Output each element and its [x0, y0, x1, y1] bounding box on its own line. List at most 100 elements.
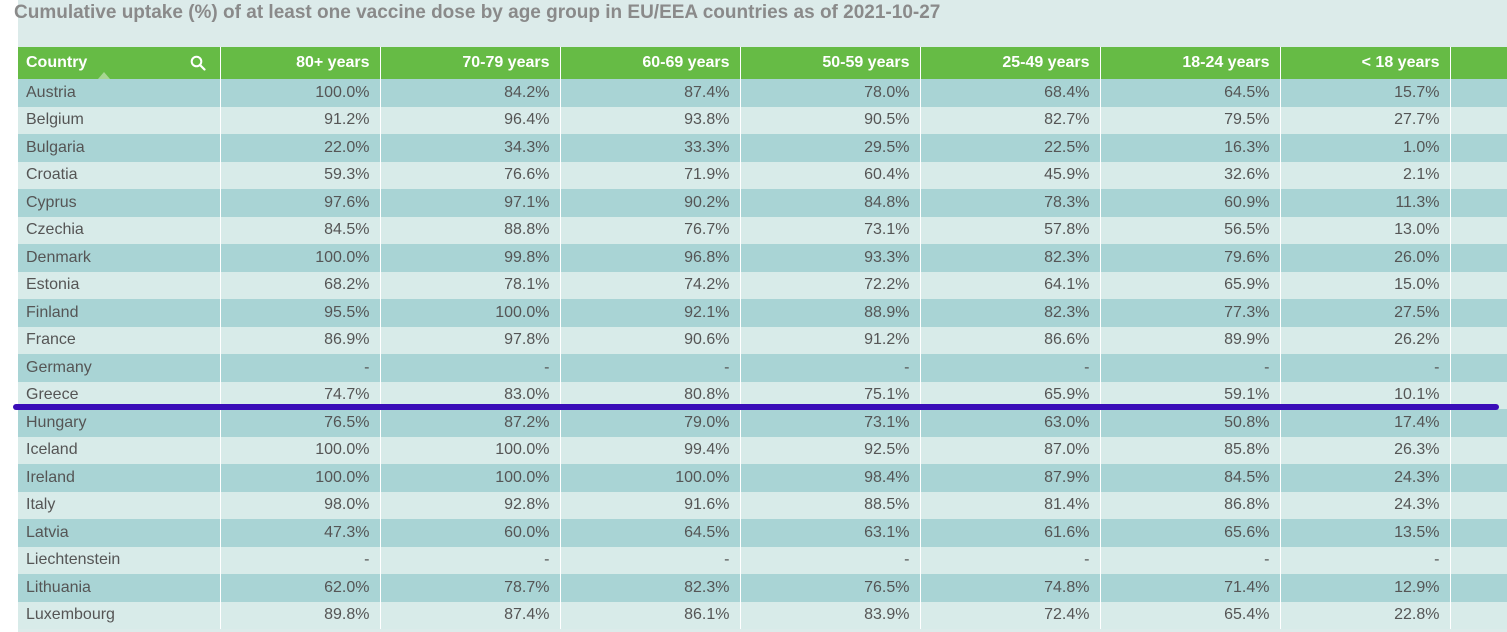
value-cell: 72.2% [740, 271, 921, 299]
value-cell: 64.1% [920, 271, 1101, 299]
row-spacer [1450, 519, 1507, 547]
column-header-18-24[interactable]: 18-24 years [1100, 47, 1281, 79]
value-cell: 82.3% [920, 244, 1101, 272]
table-row[interactable]: Hungary 76.5% 87.2% 79.0% 73.1% 63.0% 50.8% 17.… [18, 409, 1507, 437]
row-spacer [1450, 299, 1507, 327]
column-header-25-49[interactable]: 25-49 years [920, 47, 1101, 79]
value-cell: 56.5% [1100, 216, 1281, 244]
value-cell: 11.3% [1280, 189, 1451, 217]
value-cell: 100.0% [220, 79, 381, 107]
table-row[interactable]: Lithuania 62.0% 78.7% 82.3% 76.5% 74.8% 71.4% 1… [18, 574, 1507, 602]
value-cell: 83.9% [740, 601, 921, 629]
table-row[interactable]: Bulgaria 22.0% 34.3% 33.3% 29.5% 22.5% 16.3% 1.… [18, 134, 1507, 162]
value-cell: 79.5% [1100, 106, 1281, 134]
value-cell: - [560, 546, 741, 574]
search-icon[interactable] [190, 55, 206, 71]
column-header-60-69[interactable]: 60-69 years [560, 47, 741, 79]
header-spacer [1450, 47, 1507, 79]
table-row[interactable]: Liechtenstein - - - - - - - [18, 546, 1507, 574]
table-row[interactable]: France 86.9% 97.8% 90.6% 91.2% 86.6% 89.9% 26.2… [18, 326, 1507, 354]
value-cell: 96.8% [560, 244, 741, 272]
country-cell: Liechtenstein [18, 546, 221, 574]
value-cell: 100.0% [220, 464, 381, 492]
column-header-country[interactable]: Country [18, 47, 221, 79]
country-cell: Czechia [18, 216, 221, 244]
value-cell: 85.8% [1100, 436, 1281, 464]
table-row[interactable]: Belgium 91.2% 96.4% 93.8% 90.5% 82.7% 79.5% 27.… [18, 106, 1507, 134]
table-row[interactable]: Cyprus 97.6% 97.1% 90.2% 84.8% 78.3% 60.9% 11.3… [18, 189, 1507, 217]
value-cell: 91.2% [220, 106, 381, 134]
table-row[interactable]: Ireland 100.0% 100.0% 100.0% 98.4% 87.9% 84.5%… [18, 464, 1507, 492]
value-cell: 87.0% [920, 436, 1101, 464]
column-header-70-79[interactable]: 70-79 years [380, 47, 561, 79]
table-row[interactable]: Latvia 47.3% 60.0% 64.5% 63.1% 61.6% 65.6% 13.5… [18, 519, 1507, 547]
value-cell: 98.4% [740, 464, 921, 492]
value-cell: 62.0% [220, 574, 381, 602]
table-row[interactable]: Italy 98.0% 92.8% 91.6% 88.5% 81.4% 86.8% 24.3% [18, 491, 1507, 519]
value-cell: 13.0% [1280, 216, 1451, 244]
value-cell: 65.9% [1100, 271, 1281, 299]
value-cell: 64.5% [560, 519, 741, 547]
row-spacer [1450, 464, 1507, 492]
value-cell: 77.3% [1100, 299, 1281, 327]
value-cell: - [1280, 546, 1451, 574]
value-cell: 82.7% [920, 106, 1101, 134]
country-cell: Ireland [18, 464, 221, 492]
table-row[interactable]: Germany - - - - - - - [18, 354, 1507, 382]
value-cell: 65.4% [1100, 601, 1281, 629]
value-cell: 97.6% [220, 189, 381, 217]
value-cell: 71.4% [1100, 574, 1281, 602]
country-cell: Hungary [18, 409, 221, 437]
value-cell: 34.3% [380, 134, 561, 162]
table-row[interactable]: Czechia 84.5% 88.8% 76.7% 73.1% 57.8% 56.5% 13.… [18, 216, 1507, 244]
value-cell: 89.9% [1100, 326, 1281, 354]
table-row[interactable]: Estonia 68.2% 78.1% 74.2% 72.2% 64.1% 65.9% 15.… [18, 271, 1507, 299]
value-cell: 17.4% [1280, 409, 1451, 437]
value-cell: 98.0% [220, 491, 381, 519]
header-row: Country 80+ years 70-79 years 60-69 year… [18, 47, 1507, 79]
value-cell: 73.1% [740, 409, 921, 437]
value-cell: 24.3% [1280, 464, 1451, 492]
table-row[interactable]: Austria 100.0% 84.2% 87.4% 78.0% 68.4% 64.5% 15… [18, 79, 1507, 107]
value-cell: 63.0% [920, 409, 1101, 437]
value-cell: 92.1% [560, 299, 741, 327]
value-cell: 76.5% [220, 409, 381, 437]
table-row[interactable]: Denmark 100.0% 99.8% 96.8% 93.3% 82.3% 79.6% 26… [18, 244, 1507, 272]
row-spacer [1450, 271, 1507, 299]
value-cell: 86.9% [220, 326, 381, 354]
value-cell: 78.3% [920, 189, 1101, 217]
sort-ascending-icon[interactable] [98, 72, 110, 79]
value-cell: 78.1% [380, 271, 561, 299]
country-cell: Finland [18, 299, 221, 327]
country-cell: Cyprus [18, 189, 221, 217]
value-cell: 68.4% [920, 79, 1101, 107]
row-spacer [1450, 354, 1507, 382]
column-header-50-59[interactable]: 50-59 years [740, 47, 921, 79]
row-spacer [1450, 546, 1507, 574]
table-row[interactable]: Luxembourg 89.8% 87.4% 86.1% 83.9% 72.4% 65.4%… [18, 601, 1507, 629]
column-header-under-18[interactable]: < 18 years [1280, 47, 1451, 79]
value-cell: 88.8% [380, 216, 561, 244]
table-row[interactable]: Iceland 100.0% 100.0% 99.4% 92.5% 87.0% 85.8% 2… [18, 436, 1507, 464]
row-spacer [1450, 134, 1507, 162]
value-cell: 72.4% [920, 601, 1101, 629]
value-cell: 90.6% [560, 326, 741, 354]
column-header-80-plus[interactable]: 80+ years [220, 47, 381, 79]
value-cell: 22.8% [1280, 601, 1451, 629]
country-cell: Luxembourg [18, 601, 221, 629]
table-row[interactable]: Finland 95.5% 100.0% 92.1% 88.9% 82.3% 77.3% 27… [18, 299, 1507, 327]
value-cell: 88.5% [740, 491, 921, 519]
country-cell: France [18, 326, 221, 354]
value-cell: - [380, 354, 561, 382]
value-cell: 61.6% [920, 519, 1101, 547]
table-row[interactable]: Croatia 59.3% 76.6% 71.9% 60.4% 45.9% 32.6% 2.1… [18, 161, 1507, 189]
value-cell: 74.2% [560, 271, 741, 299]
value-cell: 87.2% [380, 409, 561, 437]
value-cell: 87.4% [560, 79, 741, 107]
value-cell: 29.5% [740, 134, 921, 162]
value-cell: 33.3% [560, 134, 741, 162]
value-cell: 50.8% [1100, 409, 1281, 437]
value-cell: 88.9% [740, 299, 921, 327]
value-cell: 84.2% [380, 79, 561, 107]
row-spacer [1450, 216, 1507, 244]
